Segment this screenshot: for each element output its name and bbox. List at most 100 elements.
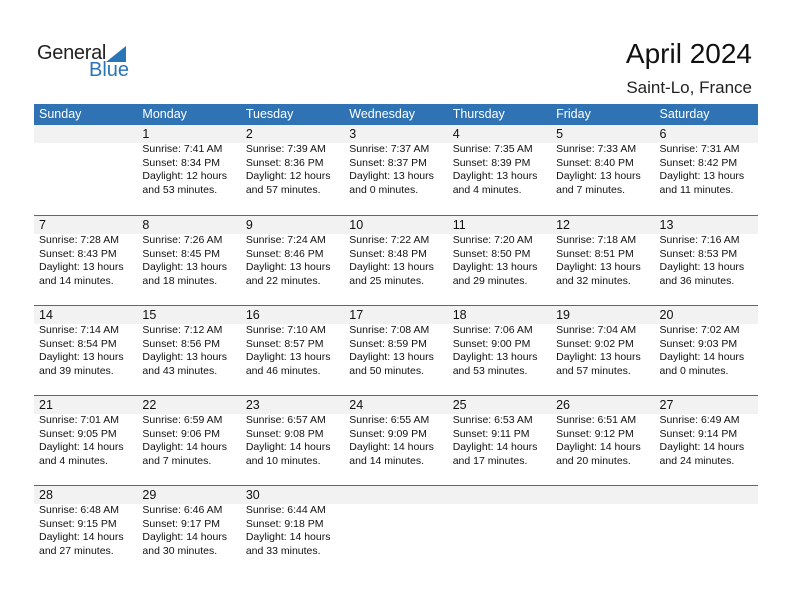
daylight-text: Daylight: 13 hours <box>349 351 434 363</box>
sunset-text: Sunset: 8:56 PM <box>142 337 221 350</box>
day-number: 24 <box>349 398 364 412</box>
daylight-text: Daylight: 13 hours <box>659 261 745 273</box>
day-number: 27 <box>659 398 674 412</box>
sunrise-text: Sunrise: 7:08 AM <box>349 324 430 336</box>
day-cell: 17 Sunrise: 7:08 AM Sunset: 8:59 PM Dayligh… <box>344 306 447 395</box>
day-cell: 11 Sunrise: 7:20 AM Sunset: 8:50 PM Dayligh… <box>448 216 551 305</box>
day-cell: 16 Sunrise: 7:10 AM Sunset: 8:57 PM Dayligh… <box>241 306 344 395</box>
day-number: 23 <box>245 398 260 412</box>
sunset-text: Sunset: 9:17 PM <box>142 517 221 530</box>
day-number: 19 <box>556 308 571 322</box>
logo: General Blue <box>37 42 137 82</box>
week-row: 21 Sunrise: 7:01 AM Sunset: 9:05 PM Dayligh… <box>34 395 758 485</box>
sunset-text: Sunset: 9:12 PM <box>556 427 634 440</box>
day-cell: 28 Sunrise: 6:48 AM Sunset: 9:15 PM Dayligh… <box>34 486 137 575</box>
sunset-text: Sunset: 8:54 PM <box>39 337 117 350</box>
sunrise-text: Sunrise: 6:48 AM <box>39 504 119 516</box>
day-cell: 29 Sunrise: 6:46 AM Sunset: 9:17 PM Dayligh… <box>137 486 240 575</box>
daylight-minutes-text: and 0 minutes. <box>659 364 729 377</box>
sunrise-text: Sunrise: 7:02 AM <box>659 324 740 336</box>
daylight-minutes-text: and 11 minutes. <box>659 183 734 196</box>
sunset-text: Sunset: 9:00 PM <box>452 337 531 350</box>
daylight-text: Daylight: 12 hours <box>142 170 228 182</box>
day-number: 2 <box>245 127 253 141</box>
daylight-minutes-text: and 14 minutes. <box>39 274 114 287</box>
sunrise-text: Sunrise: 6:46 AM <box>142 504 223 516</box>
sunset-text: Sunset: 8:39 PM <box>452 156 531 169</box>
sunset-text: Sunset: 8:57 PM <box>245 337 324 350</box>
daylight-text: Daylight: 13 hours <box>349 170 434 182</box>
daylight-text: Daylight: 13 hours <box>452 351 538 363</box>
daylight-text: Daylight: 13 hours <box>245 351 331 363</box>
sunset-text: Sunset: 9:05 PM <box>39 427 117 440</box>
day-number: 7 <box>39 218 46 232</box>
daylight-text: Daylight: 13 hours <box>452 261 538 273</box>
sunset-text: Sunset: 9:08 PM <box>245 427 324 440</box>
daylight-text: Daylight: 13 hours <box>349 261 434 273</box>
sunset-text: Sunset: 8:53 PM <box>659 247 738 260</box>
day-cell: 22 Sunrise: 6:59 AM Sunset: 9:06 PM Dayligh… <box>137 396 240 485</box>
week-row: 1 Sunrise: 7:41 AM Sunset: 8:34 PM Daylight… <box>34 125 758 215</box>
daylight-text: Daylight: 13 hours <box>556 351 641 363</box>
daylight-minutes-text: and 57 minutes. <box>556 364 631 377</box>
sunrise-text: Sunrise: 7:06 AM <box>452 324 533 336</box>
logo-word-blue: Blue <box>89 59 130 81</box>
sunrise-text: Sunrise: 7:31 AM <box>659 143 740 155</box>
day-cell: 21 Sunrise: 7:01 AM Sunset: 9:05 PM Dayligh… <box>34 396 137 485</box>
weekday-monday: Monday <box>142 107 187 121</box>
daylight-text: Daylight: 14 hours <box>556 441 641 453</box>
daylight-text: Daylight: 13 hours <box>556 170 641 182</box>
day-cell: 2 Sunrise: 7:39 AM Sunset: 8:36 PM Daylight… <box>241 125 344 215</box>
day-cell: 27 Sunrise: 6:49 AM Sunset: 9:14 PM Dayligh… <box>655 396 758 485</box>
sunrise-text: Sunrise: 7:04 AM <box>556 324 637 336</box>
daylight-text: Daylight: 14 hours <box>659 351 745 363</box>
day-number: 4 <box>452 127 460 141</box>
sunset-text: Sunset: 9:11 PM <box>452 427 530 440</box>
day-cell: 14 Sunrise: 7:14 AM Sunset: 8:54 PM Dayligh… <box>34 306 137 395</box>
day-cell: 3 Sunrise: 7:37 AM Sunset: 8:37 PM Daylight… <box>344 125 447 215</box>
day-number: 30 <box>245 488 260 502</box>
daylight-minutes-text: and 27 minutes. <box>39 544 114 557</box>
daylight-text: Daylight: 13 hours <box>142 261 228 273</box>
day-number: 26 <box>556 398 571 412</box>
sunset-text: Sunset: 8:46 PM <box>245 247 324 260</box>
sunset-text: Sunset: 8:45 PM <box>142 247 221 260</box>
daylight-text: Daylight: 14 hours <box>245 531 331 543</box>
daylight-minutes-text: and 50 minutes. <box>349 364 424 377</box>
sunrise-text: Sunrise: 7:24 AM <box>245 234 326 246</box>
location-subtitle: Saint-Lo, France <box>626 78 752 97</box>
day-cell: 24 Sunrise: 6:55 AM Sunset: 9:09 PM Dayligh… <box>344 396 447 485</box>
daylight-text: Daylight: 12 hours <box>245 170 331 182</box>
sunrise-text: Sunrise: 7:10 AM <box>245 324 326 336</box>
daylight-minutes-text: and 43 minutes. <box>142 364 218 377</box>
sunrise-text: Sunrise: 7:41 AM <box>142 143 223 155</box>
daylight-text: Daylight: 13 hours <box>659 170 745 182</box>
day-number-band <box>34 125 758 143</box>
daylight-minutes-text: and 7 minutes. <box>142 454 212 467</box>
week-row: 7 Sunrise: 7:28 AM Sunset: 8:43 PM Daylight… <box>34 215 758 305</box>
day-cell: 19 Sunrise: 7:04 AM Sunset: 9:02 PM Dayligh… <box>551 306 654 395</box>
sunset-text: Sunset: 8:43 PM <box>39 247 117 260</box>
daylight-minutes-text: and 32 minutes. <box>556 274 631 287</box>
day-cell: 10 Sunrise: 7:22 AM Sunset: 8:48 PM Dayligh… <box>344 216 447 305</box>
sunset-text: Sunset: 8:42 PM <box>659 156 738 169</box>
sunset-text: Sunset: 8:50 PM <box>452 247 531 260</box>
sunrise-text: Sunrise: 7:33 AM <box>556 143 637 155</box>
daylight-minutes-text: and 0 minutes. <box>349 183 419 196</box>
daylight-minutes-text: and 57 minutes. <box>245 183 321 196</box>
sunrise-text: Sunrise: 6:51 AM <box>556 414 637 426</box>
week-row: 14 Sunrise: 7:14 AM Sunset: 8:54 PM Dayligh… <box>34 305 758 395</box>
sunset-text: Sunset: 9:03 PM <box>659 337 738 350</box>
daylight-minutes-text: and 24 minutes. <box>659 454 735 467</box>
logo-word-general: General <box>37 42 107 64</box>
daylight-minutes-text: and 14 minutes. <box>349 454 424 467</box>
day-number: 9 <box>245 218 253 232</box>
empty-day-cell <box>34 125 137 215</box>
daylight-minutes-text: and 17 minutes. <box>452 454 528 467</box>
daylight-text: Daylight: 14 hours <box>659 441 745 453</box>
daylight-minutes-text: and 29 minutes. <box>452 274 528 287</box>
day-cell: 7 Sunrise: 7:28 AM Sunset: 8:43 PM Daylight… <box>34 216 137 305</box>
sunset-text: Sunset: 8:59 PM <box>349 337 427 350</box>
daylight-minutes-text: and 53 minutes. <box>452 364 528 377</box>
sunrise-text: Sunrise: 6:57 AM <box>245 414 326 426</box>
